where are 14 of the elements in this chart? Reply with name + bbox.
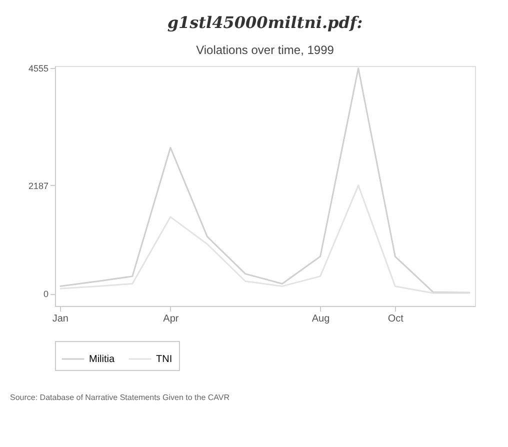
- y-tick-label: 2187: [28, 180, 48, 191]
- chart-subtitle: Violations over time, 1999: [196, 43, 334, 58]
- y-tick-label: 4555: [28, 64, 48, 74]
- source-note: Source: Database of Narrative Statements Given to the CAVR: [10, 393, 230, 402]
- chart-title: g1stl45000miltni.pdf:: [167, 13, 363, 32]
- x-tick-label: Jan: [52, 314, 68, 324]
- x-tick-label: Apr: [163, 314, 180, 324]
- x-tick-label: Aug: [312, 314, 330, 324]
- line-series: [59, 184, 471, 294]
- legend-label: TNI: [156, 354, 172, 365]
- y-tick-label: 0: [43, 289, 48, 300]
- legend-label: Militia: [89, 354, 115, 365]
- line-series: [59, 67, 471, 294]
- x-tick-label: Oct: [388, 314, 404, 324]
